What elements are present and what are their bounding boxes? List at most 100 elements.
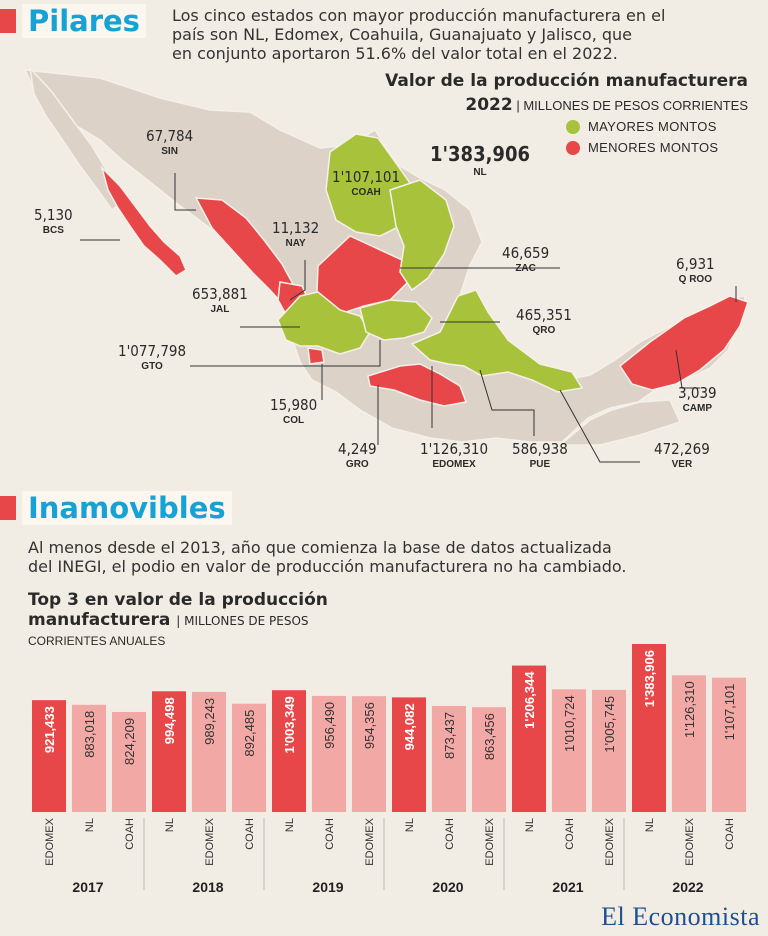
bar-category-label: EDOMEX: [604, 817, 616, 865]
leader-lines: [80, 173, 737, 463]
label-value: 11,132: [272, 219, 320, 237]
bar-2020-coah: [432, 705, 466, 812]
brand-logo: El Economista: [601, 902, 760, 931]
label-state: QRO: [532, 325, 556, 336]
state-camp-qroo: [618, 295, 749, 391]
bar-2018-edomex: [192, 691, 226, 812]
bar-2020-edomex: [472, 707, 506, 812]
state-jal: [277, 291, 371, 355]
leader-pue: [479, 369, 535, 436]
map-label-edomex: 1'126,310 EDOMEX: [420, 440, 488, 470]
bar-value-label: 1'010,724: [562, 695, 577, 752]
map-label-camp: 3,039 CAMP: [678, 384, 717, 414]
bar-2022-coah: [712, 677, 746, 812]
label-state: GRO: [345, 459, 369, 470]
label-state: Q ROO: [678, 274, 712, 285]
leader-ver: [559, 389, 640, 463]
section-header-inamovibles: Inamovibles: [0, 491, 232, 525]
year-label: 2021: [552, 879, 583, 895]
bar-category-label: COAH: [324, 818, 336, 850]
bar-2017-nl: [72, 704, 106, 812]
bar-category-label: NL: [524, 818, 536, 832]
bar-value-label: 863,456: [482, 713, 497, 760]
label-value: 1'383,906: [430, 142, 530, 166]
bar-category-label: COAH: [244, 818, 256, 850]
map-label-coah: 1'107,101 COAH: [332, 168, 400, 198]
label-value: 1'126,310: [420, 440, 489, 458]
bar-2018-nl: [152, 691, 186, 812]
state-col: [307, 347, 325, 365]
bar-value-label: 921,433: [42, 706, 57, 753]
map-label-gro: 4,249 GRO: [338, 440, 377, 470]
mexico-map: [23, 65, 749, 463]
bar-category-label: NL: [84, 818, 96, 832]
section-title: Pilares: [22, 4, 146, 38]
chart-title-line2: manufacturera | MILLONES DE PESOS: [28, 610, 328, 631]
bar-value-label: 1'005,745: [602, 696, 617, 753]
bar-category-label: COAH: [724, 818, 736, 850]
label-state: JAL: [210, 304, 230, 315]
label-value: 653,881: [192, 285, 248, 303]
legend-low: MENORES MONTOS: [566, 140, 718, 155]
map-label-jal: 653,881 JAL: [192, 285, 248, 315]
legend-low-swatch: [566, 140, 580, 155]
label-state: ZAC: [515, 263, 536, 274]
bar-2022-edomex: [672, 675, 706, 812]
state-shape-southeast: [557, 399, 682, 446]
label-value: 586,938: [512, 440, 568, 458]
year-label: 2018: [192, 879, 223, 895]
state-nl: [389, 179, 455, 292]
section-header-pilares: Pilares: [0, 4, 146, 38]
bar-category-label: EDOMEX: [684, 817, 696, 865]
chart-unit: | MILLONES DE PESOS: [176, 614, 309, 628]
bar-category-label: NL: [404, 818, 416, 832]
intro-line: en conjunto aportaron 51.6% del valor to…: [172, 44, 618, 63]
bar-value-label: 994,498: [162, 697, 177, 744]
year-label: 2020: [432, 879, 463, 895]
label-value: 46,659: [502, 244, 550, 262]
intro-line: país son NL, Edomex, Coahuila, Guanajuat…: [172, 25, 633, 44]
bar-2017-edomex: [32, 700, 66, 812]
label-value: 465,351: [516, 306, 572, 324]
map-label-ver: 472,269 VER: [654, 440, 710, 470]
label-value: 1'077,798: [118, 342, 187, 360]
bar-value-label: 1'003,349: [282, 696, 297, 753]
section-title: Inamovibles: [22, 491, 232, 525]
label-value: 1'107,101: [332, 168, 401, 186]
label-state: EDOMEX: [432, 459, 476, 470]
bar-value-label: 944,082: [402, 703, 417, 750]
map-label-qroo: 6,931 Q ROO: [676, 255, 715, 285]
accent-bar: [0, 9, 16, 33]
bar-category-label: EDOMEX: [204, 817, 216, 865]
year-label: 2017: [72, 879, 103, 895]
accent-bar: [0, 496, 16, 520]
map-year: 2022: [465, 95, 513, 115]
bar-category-label: EDOMEX: [364, 817, 376, 865]
state-edomex-pue-ver: [410, 289, 584, 393]
bar-category-label: COAH: [124, 818, 136, 850]
label-value: 15,980: [270, 396, 318, 414]
label-state: PUE: [529, 459, 551, 470]
bar-category-label: NL: [164, 818, 176, 832]
bar-2021-coah: [552, 689, 586, 812]
bar-2017-coah: [112, 711, 146, 812]
label-value: 3,039: [678, 384, 717, 402]
label-value: 4,249: [338, 440, 377, 458]
label-state: CAMP: [682, 403, 713, 414]
section2-line: del INEGI, el podio en valor de producci…: [28, 557, 627, 576]
bar-2021-edomex: [592, 689, 626, 812]
label-value: 472,269: [654, 440, 710, 458]
leader-gto: [190, 340, 381, 367]
bar-value-label: 883,018: [82, 711, 97, 758]
map-label-sin: 67,784 SIN: [146, 127, 193, 157]
state-gto-qro: [359, 299, 433, 341]
label-value: 6,931: [676, 255, 715, 273]
intro-line: Los cinco estados con mayor producción m…: [172, 6, 666, 25]
bar-2020-nl: [392, 697, 426, 812]
legend-high-label: MAYORES MONTOS: [588, 119, 717, 134]
label-state: NL: [473, 167, 487, 178]
bar-value-label: 1'383,906: [642, 650, 657, 707]
label-value: 67,784: [146, 127, 194, 145]
label-state: COL: [283, 415, 305, 426]
bar-value-label: 989,243: [202, 698, 217, 745]
